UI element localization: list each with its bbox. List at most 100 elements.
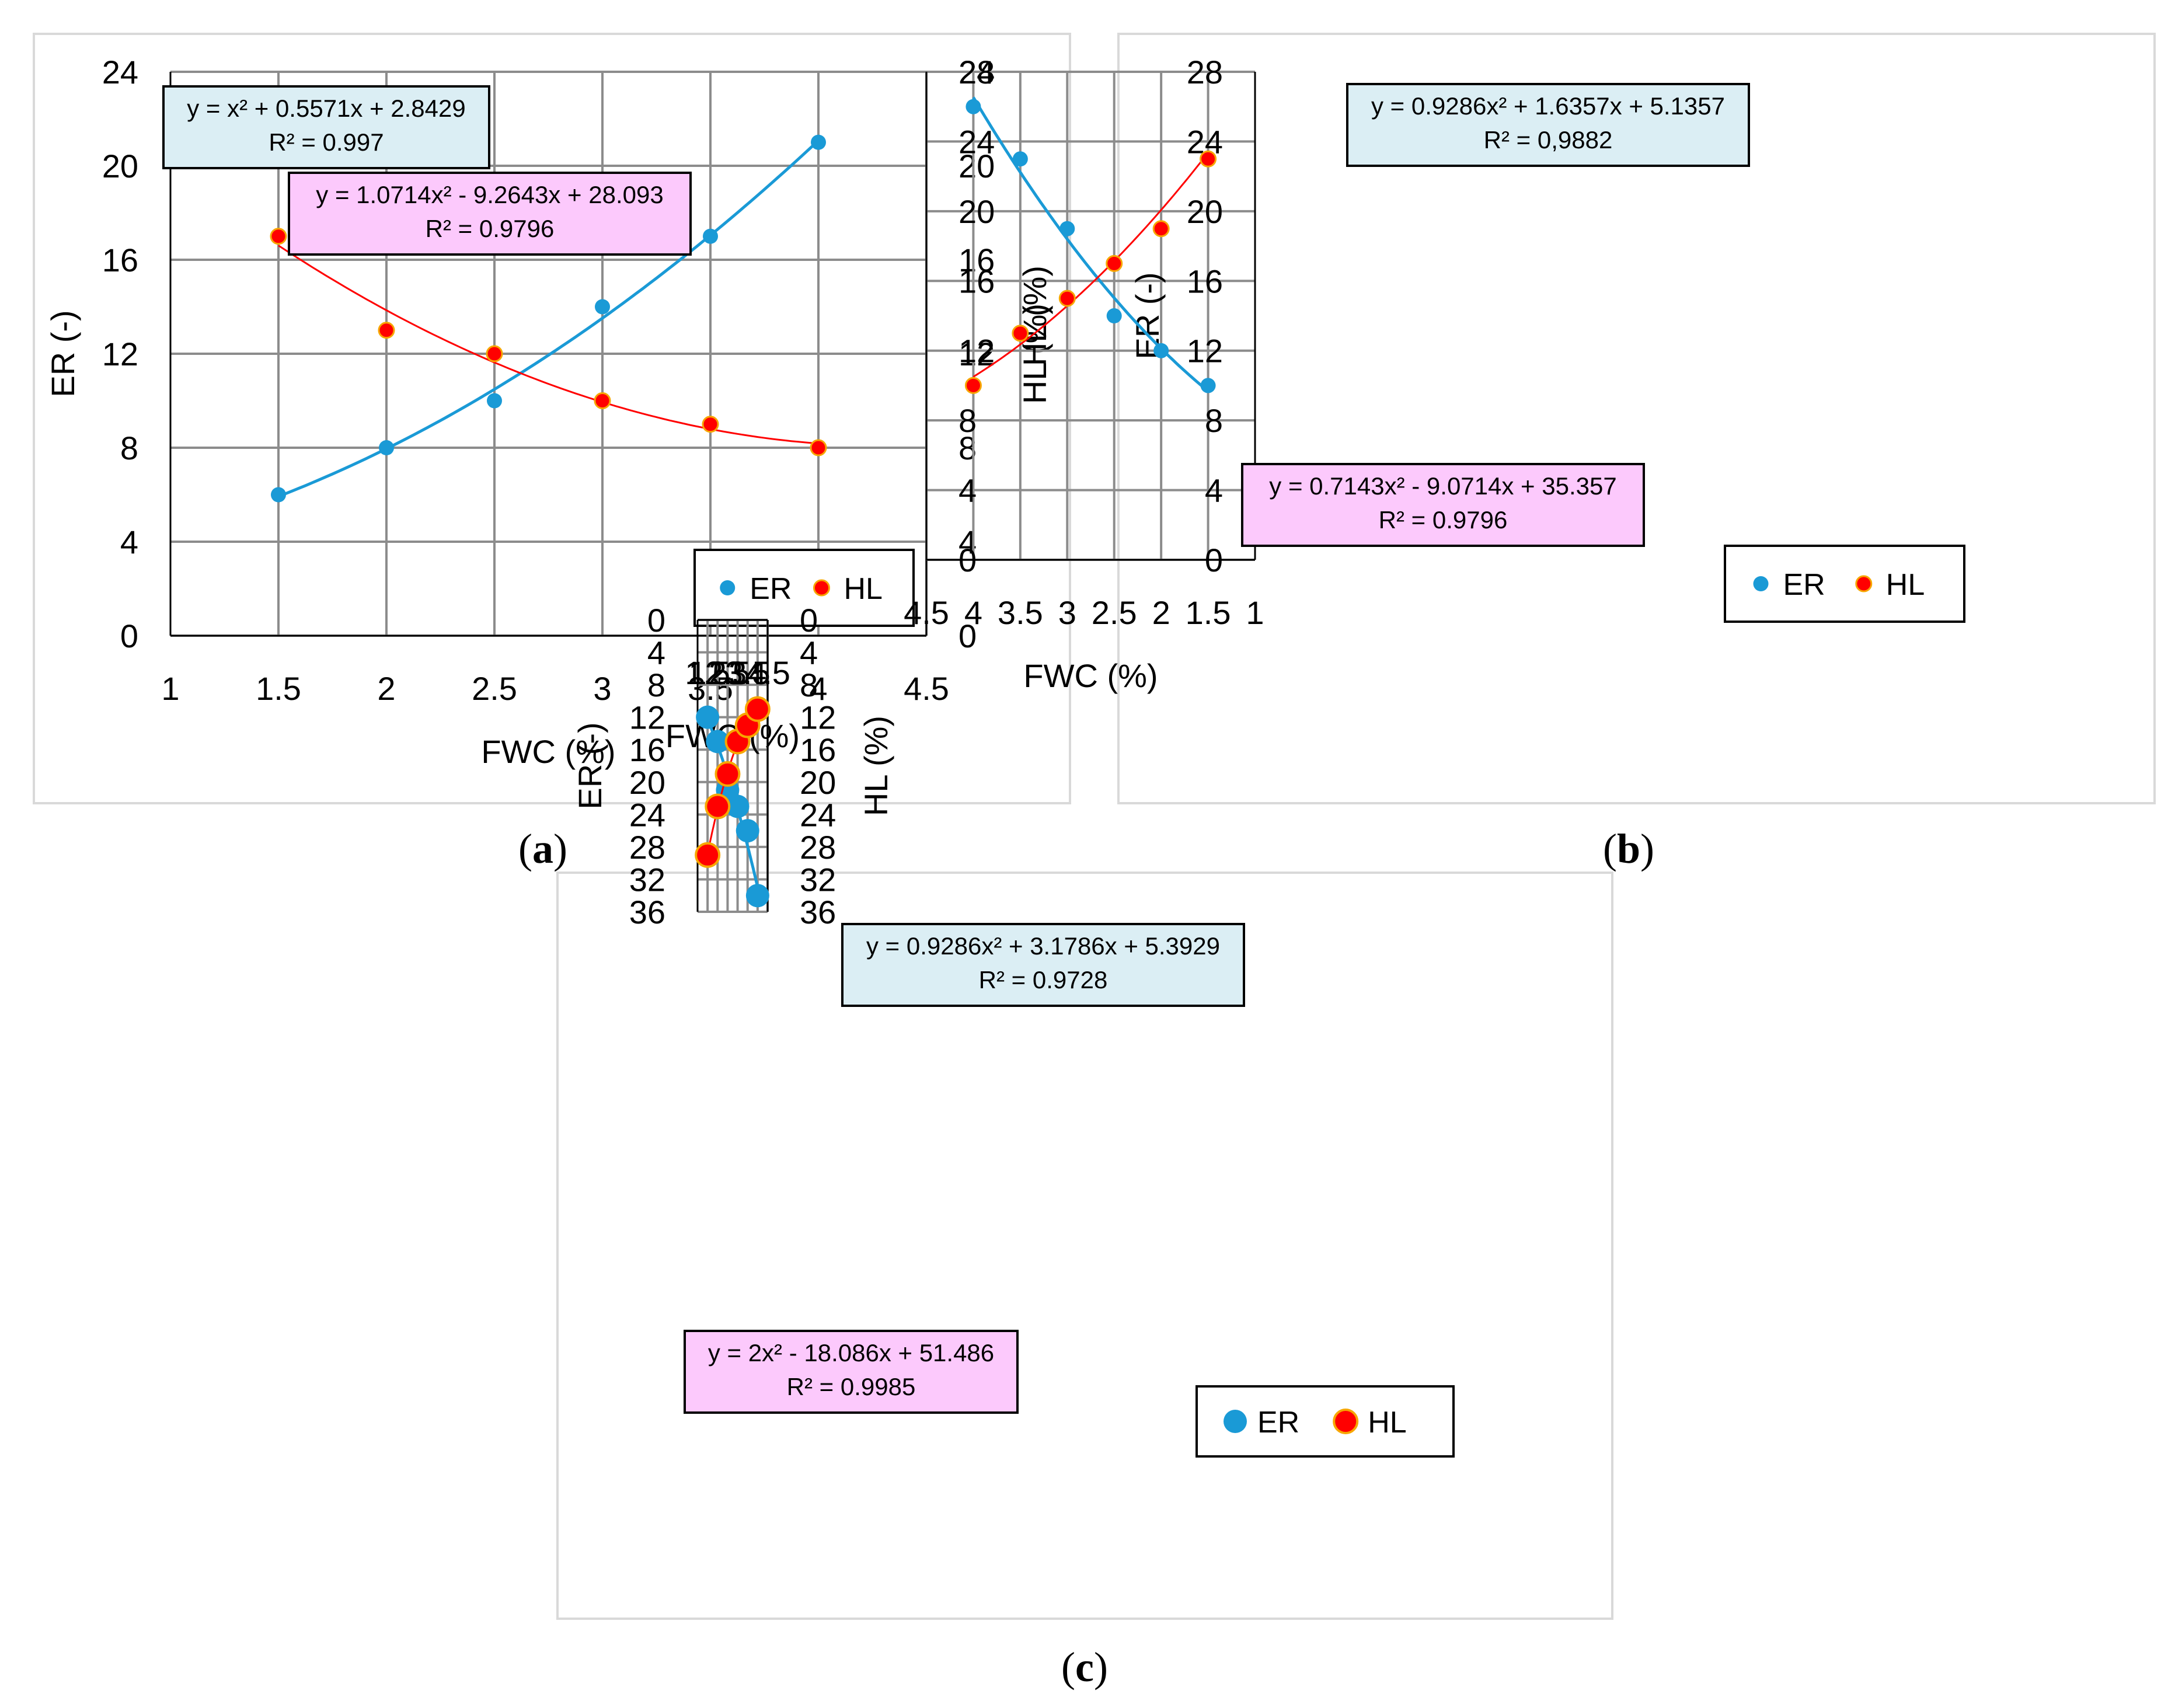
data-point-hl: [702, 416, 719, 433]
equation-box-bg: [841, 923, 1245, 1007]
data-point-er: [726, 794, 750, 818]
equation-box-bg: [1346, 83, 1750, 167]
y-right-tick-label: 0: [800, 602, 818, 639]
data-point-hl: [1058, 290, 1076, 307]
y-left-tick-label: 36: [629, 894, 665, 930]
data-point-hl: [594, 392, 611, 409]
y-right-tick-label: 0: [958, 542, 977, 578]
r-squared-label: R² = 0,9882: [1484, 126, 1613, 154]
y-right-tick-label: 24: [800, 796, 836, 833]
panel-label-b: (b): [1603, 825, 1654, 872]
x-tick-label: 3.5: [688, 670, 733, 707]
r-squared-label: R² = 0.9796: [426, 215, 555, 242]
y-axis-left-title: ER (-): [571, 722, 608, 809]
legend-marker-hl: [813, 579, 830, 597]
data-point-hl: [705, 793, 731, 820]
y-right-tick-label: 20: [958, 148, 995, 184]
r-squared-label: R² = 0.9796: [1379, 506, 1508, 534]
data-point-er: [736, 819, 759, 843]
data-point-er: [1059, 221, 1075, 236]
data-point-er: [487, 393, 502, 409]
y-left-tick-label: 28: [1187, 54, 1223, 90]
y-left-tick-label: 16: [1187, 263, 1223, 299]
equation-box-bg: [1241, 463, 1645, 547]
legend: ER HL: [1195, 1385, 1455, 1458]
x-tick-label: 1: [688, 654, 706, 691]
x-tick-label: 3: [729, 654, 747, 691]
y-right-tick-label: 12: [958, 333, 995, 370]
y-right-tick-label: 24: [958, 123, 995, 160]
y-right-tick-label: 16: [958, 242, 995, 278]
data-point-er: [379, 440, 394, 455]
legend: ER HL: [693, 549, 915, 627]
y-left-tick-label: 4: [120, 524, 138, 560]
y-right-tick-label: 28: [958, 54, 995, 90]
data-point-er: [811, 134, 826, 150]
data-point-er: [271, 487, 286, 503]
trendline-er: [278, 140, 820, 498]
x-tick-label: 1: [1246, 594, 1264, 631]
data-point-hl: [1152, 220, 1170, 238]
equation-box-er: y = 0.9286x² + 3.1786x + 5.3929 R² = 0.97…: [841, 923, 1245, 1007]
x-tick-label: 2: [709, 654, 727, 691]
y-right-tick-label: 20: [800, 764, 836, 801]
trendline-equation: y = 1.0714x² - 9.2643x + 28.093: [316, 181, 663, 208]
y-left-tick-label: 0: [1205, 542, 1223, 578]
y-right-tick-label: 36: [800, 894, 836, 930]
trendline-equation: y = 2x² - 18.086x + 51.486: [708, 1339, 994, 1367]
x-tick-label: 2.5: [705, 654, 750, 691]
y-left-tick-label: 4: [647, 635, 665, 671]
x-tick-label: 3: [1058, 594, 1076, 631]
data-point-hl: [810, 439, 827, 456]
x-tick-label: 1.5: [685, 654, 730, 691]
equation-box-bg: [162, 85, 490, 169]
y-left-tick-label: 32: [629, 861, 665, 898]
trendline-hl: [973, 152, 1209, 378]
y-left-tick-label: 4: [1205, 472, 1223, 509]
r-squared-label: R² = 0.997: [269, 128, 384, 156]
data-point-er: [745, 884, 769, 908]
r-squared-label: R² = 0.9728: [979, 966, 1108, 994]
trendline-er: [972, 96, 1210, 392]
legend-label-hl: HL: [844, 572, 883, 606]
panel-label-c: (c): [1061, 1644, 1108, 1690]
y-right-tick-label: 0: [958, 618, 977, 654]
equation-box-er: y = 0.9286x² + 1.6357x + 5.1357 R² = 0,98…: [1346, 83, 1750, 167]
y-right-tick-label: 4: [800, 635, 818, 671]
y-axis-right-title: HL (%): [1016, 304, 1053, 404]
legend-label-er: ER: [1783, 568, 1825, 602]
y-axis-left-title: ER (-): [44, 310, 81, 397]
x-tick-label: 4.5: [904, 670, 949, 707]
trendline-hl: [278, 245, 819, 445]
y-left-tick-label: 16: [629, 731, 665, 768]
data-point-hl: [714, 761, 741, 787]
trendline-equation: y = x² + 0.5571x + 2.8429: [187, 95, 466, 122]
legend-marker-hl: [1855, 575, 1873, 592]
y-left-tick-label: 20: [102, 148, 138, 184]
data-point-hl: [270, 228, 287, 245]
legend-label-er: ER: [750, 572, 792, 606]
y-axis-right-title: HL (%): [1016, 266, 1053, 366]
trendline-equation: y = 0.9286x² + 3.1786x + 5.3929: [866, 932, 1220, 960]
x-tick-label: 4.5: [745, 654, 790, 691]
y-left-tick-label: 24: [629, 796, 665, 833]
y-left-tick-label: 12: [1187, 333, 1223, 370]
data-point-hl: [486, 345, 503, 362]
legend-marker-hl: [1333, 1409, 1359, 1434]
data-point-er: [595, 299, 610, 315]
data-point-hl: [1106, 255, 1123, 272]
y-left-tick-label: 20: [1187, 193, 1223, 230]
trendline-equation: y = 0.7143x² - 9.0714x + 35.357: [1269, 472, 1616, 500]
x-tick-label: 2.5: [1092, 594, 1137, 631]
data-point-er: [706, 730, 730, 754]
x-tick-label: 1: [161, 670, 179, 707]
x-tick-label: 4: [748, 654, 766, 691]
y-left-tick-label: 8: [647, 667, 665, 703]
equation-box-hl: y = 0.7143x² - 9.0714x + 35.357 R² = 0.97…: [1241, 463, 1645, 547]
y-left-tick-label: 12: [629, 699, 665, 736]
y-left-tick-label: 20: [629, 764, 665, 801]
y-left-tick-label: 0: [120, 618, 138, 654]
x-tick-label: 1.5: [256, 670, 301, 707]
